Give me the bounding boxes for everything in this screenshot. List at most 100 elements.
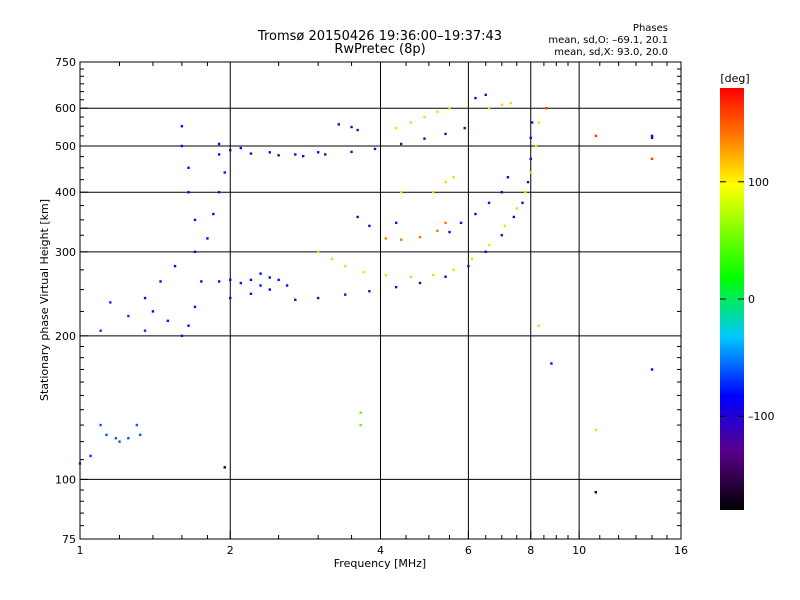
echo-point — [337, 123, 341, 126]
echo-point — [431, 191, 435, 194]
echo-point — [249, 292, 253, 295]
echo-point — [484, 250, 487, 254]
y-tick-label: 100 — [55, 473, 76, 486]
echo-point — [127, 314, 130, 318]
echo-point — [277, 278, 280, 282]
echo-point — [135, 423, 139, 427]
echo-point — [534, 144, 538, 148]
echo-point — [187, 324, 190, 327]
echo-point — [529, 157, 532, 161]
echo-point — [239, 146, 243, 150]
echo-point — [223, 466, 226, 469]
echo-point — [474, 212, 477, 216]
echo-point — [268, 151, 271, 154]
echo-point — [229, 278, 232, 282]
echo-point — [524, 191, 527, 194]
echo-point — [294, 298, 297, 301]
stats-x-mode: mean, sd,X: 93.0, 20.0 — [554, 47, 668, 58]
echo-point — [368, 290, 371, 293]
y-axis-label: Stationary phase Virtual Height [km] — [38, 199, 51, 401]
echo-point — [259, 284, 262, 287]
y-tick-label: 75 — [62, 533, 76, 546]
echo-point — [650, 368, 654, 371]
x-axis-label: Frequency [MHz] — [334, 557, 426, 570]
echo-point — [509, 101, 513, 105]
chart-subtitle: RwPretec (8p) — [334, 42, 425, 57]
echo-point — [423, 115, 426, 119]
colorbar-unit-label: [deg] — [720, 72, 749, 85]
echo-point — [594, 428, 598, 432]
echo-point — [356, 215, 359, 219]
grid-lines — [80, 62, 681, 539]
echo-point — [444, 221, 447, 225]
echo-point — [127, 437, 130, 440]
echo-point — [217, 153, 221, 156]
echo-point — [550, 362, 553, 365]
echo-point — [212, 212, 215, 216]
echo-point — [193, 305, 197, 309]
echo-point — [301, 154, 305, 158]
echo-point — [217, 191, 221, 194]
echo-point — [350, 150, 353, 154]
echo-point — [223, 171, 226, 174]
echo-point — [399, 191, 403, 194]
echo-point — [217, 142, 221, 146]
echo-point — [394, 221, 398, 225]
y-tick-label: 200 — [55, 330, 76, 343]
axes: 1 2 4 6 8 10 16 75 100 200 300 400 500 600 750 — [55, 56, 688, 557]
colorbar-ticks: 100 0 –100 — [720, 176, 775, 423]
echo-point — [294, 153, 297, 156]
echo-point — [277, 154, 280, 157]
echo-point — [368, 224, 371, 228]
echo-point — [545, 107, 548, 110]
y-tick-label: 600 — [55, 102, 76, 115]
echo-point — [500, 103, 504, 107]
echo-point — [268, 288, 271, 291]
echo-points — [78, 93, 654, 494]
echo-point — [506, 176, 510, 179]
echo-point — [193, 218, 197, 222]
echo-point — [114, 437, 118, 440]
x-tick-label: 16 — [674, 544, 688, 557]
echo-point — [180, 334, 184, 338]
echo-point — [239, 281, 243, 285]
echo-point — [409, 275, 412, 278]
echo-point — [316, 296, 320, 300]
echo-point — [217, 280, 221, 283]
echo-point — [316, 250, 320, 254]
y-tick-label: 400 — [55, 186, 76, 199]
y-tick-label: 500 — [55, 140, 76, 153]
echo-point — [316, 151, 320, 154]
echo-point — [448, 107, 451, 110]
echo-point — [431, 273, 435, 277]
x-tick-label: 10 — [572, 544, 586, 557]
echo-point — [99, 423, 102, 427]
echo-point — [526, 180, 530, 184]
echo-point — [394, 285, 398, 289]
echo-point — [503, 224, 507, 228]
echo-point — [530, 121, 534, 124]
x-tick-label: 4 — [377, 544, 384, 557]
echo-point — [362, 270, 365, 274]
echo-point — [384, 237, 388, 240]
echo-point — [650, 157, 654, 161]
echo-point — [200, 280, 203, 283]
echo-point — [529, 136, 532, 140]
echo-point — [399, 142, 403, 146]
echo-point — [418, 235, 422, 239]
echo-point — [418, 281, 422, 285]
echo-point — [487, 243, 491, 247]
echo-point — [384, 273, 388, 277]
echo-point — [470, 257, 474, 261]
x-tick-label: 2 — [227, 544, 234, 557]
echo-point — [259, 272, 262, 275]
echo-point — [356, 128, 359, 132]
echo-point — [143, 296, 147, 300]
echo-point — [180, 125, 184, 128]
chart-title: Tromsø 20150426 19:36:00–19:37:43 — [257, 29, 502, 44]
echo-point — [359, 411, 362, 414]
y-tick-label: 300 — [55, 246, 76, 259]
echo-point — [324, 153, 327, 156]
echo-point — [99, 329, 102, 332]
